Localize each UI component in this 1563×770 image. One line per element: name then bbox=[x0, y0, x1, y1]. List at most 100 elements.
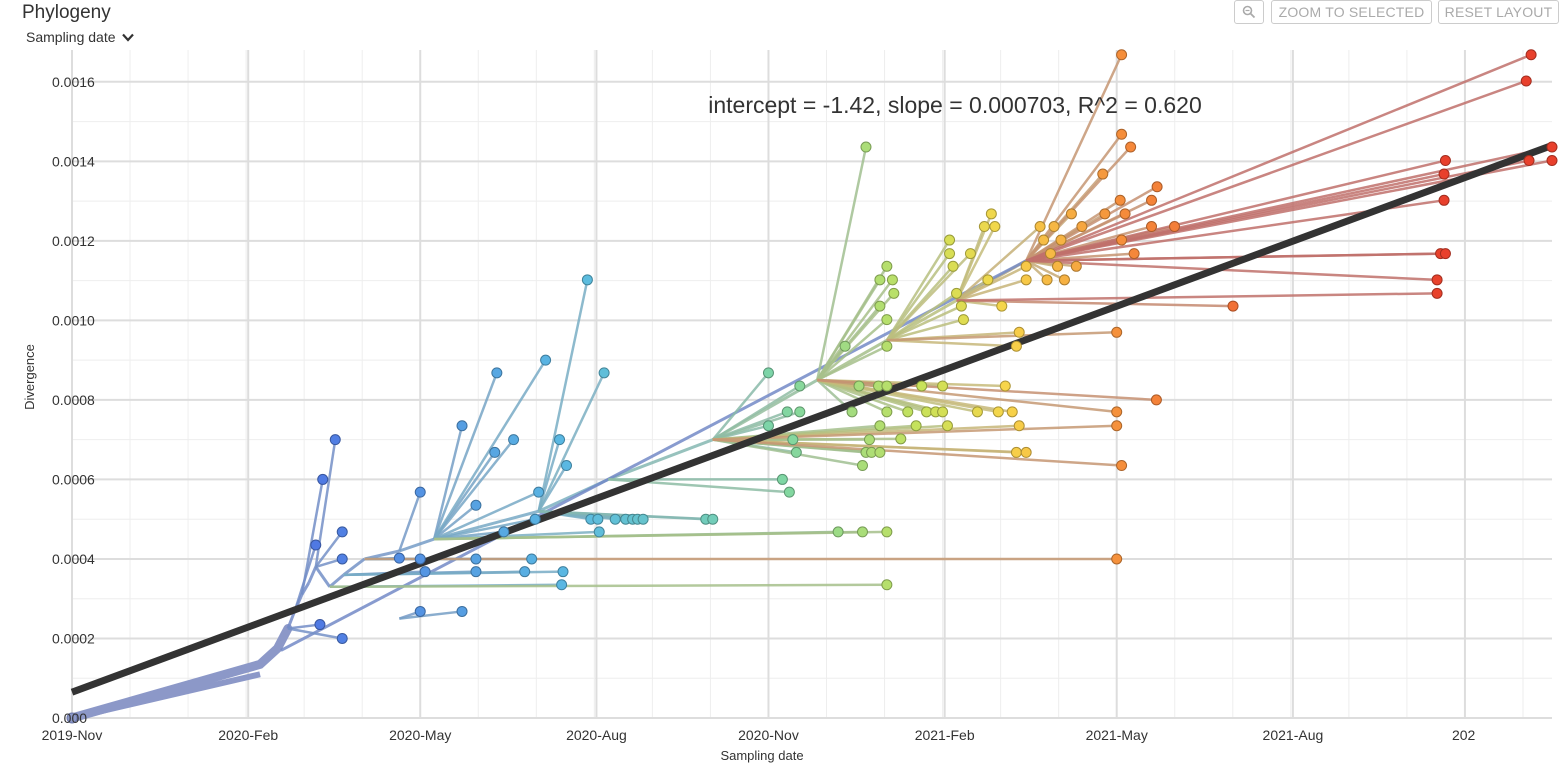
tip-point[interactable] bbox=[860, 141, 872, 153]
tip-point[interactable] bbox=[519, 566, 531, 578]
tip-point[interactable] bbox=[1523, 155, 1535, 167]
tip-point[interactable] bbox=[489, 446, 501, 458]
tip-point[interactable] bbox=[1013, 420, 1025, 432]
tip-point[interactable] bbox=[329, 434, 341, 446]
tip-point[interactable] bbox=[1439, 248, 1451, 260]
tip-point[interactable] bbox=[881, 380, 893, 392]
tip-points[interactable] bbox=[66, 49, 1558, 724]
tip-point[interactable] bbox=[787, 434, 799, 446]
tip-point[interactable] bbox=[1065, 208, 1077, 220]
tip-point[interactable] bbox=[888, 287, 900, 299]
layout-dropdown[interactable]: Sampling date bbox=[26, 29, 134, 45]
tip-point[interactable] bbox=[1006, 406, 1018, 418]
tip-point[interactable] bbox=[1045, 248, 1057, 260]
tip-point[interactable] bbox=[554, 434, 566, 446]
tip-point[interactable] bbox=[336, 526, 348, 538]
tip-point[interactable] bbox=[508, 434, 520, 446]
tip-point[interactable] bbox=[1099, 208, 1111, 220]
tip-point[interactable] bbox=[781, 406, 793, 418]
tip-point[interactable] bbox=[1111, 406, 1123, 418]
tip-point[interactable] bbox=[1151, 181, 1163, 193]
tip-point[interactable] bbox=[336, 632, 348, 644]
tip-point[interactable] bbox=[498, 526, 510, 538]
tip-point[interactable] bbox=[910, 420, 922, 432]
tip-point[interactable] bbox=[1111, 420, 1123, 432]
tip-point[interactable] bbox=[992, 406, 1004, 418]
tip-point[interactable] bbox=[592, 513, 604, 525]
tip-point[interactable] bbox=[456, 605, 468, 617]
tip-point[interactable] bbox=[957, 314, 969, 326]
tip-point[interactable] bbox=[1052, 260, 1064, 272]
tip-point[interactable] bbox=[881, 260, 893, 272]
tip-point[interactable] bbox=[336, 553, 348, 565]
tip-point[interactable] bbox=[1020, 274, 1032, 286]
tip-point[interactable] bbox=[414, 553, 426, 565]
tip-point[interactable] bbox=[491, 367, 503, 379]
tip-point[interactable] bbox=[1439, 155, 1451, 167]
tip-point[interactable] bbox=[1010, 446, 1022, 458]
tip-point[interactable] bbox=[456, 420, 468, 432]
tip-point[interactable] bbox=[881, 340, 893, 352]
tip-point[interactable] bbox=[1438, 168, 1450, 180]
tip-point[interactable] bbox=[783, 486, 795, 498]
tip-point[interactable] bbox=[1048, 221, 1060, 233]
tip-point[interactable] bbox=[964, 248, 976, 260]
tip-point[interactable] bbox=[556, 579, 568, 591]
tip-point[interactable] bbox=[314, 619, 326, 631]
tip-point[interactable] bbox=[598, 367, 610, 379]
tip-point[interactable] bbox=[881, 406, 893, 418]
tip-point[interactable] bbox=[470, 499, 482, 511]
tip-point[interactable] bbox=[1146, 221, 1158, 233]
tip-point[interactable] bbox=[1119, 208, 1131, 220]
tip-point[interactable] bbox=[881, 314, 893, 326]
tip-point[interactable] bbox=[1128, 248, 1140, 260]
tip-point[interactable] bbox=[707, 513, 719, 525]
tip-point[interactable] bbox=[609, 513, 621, 525]
reset-layout-button[interactable]: RESET LAYOUT bbox=[1438, 0, 1559, 24]
tip-point[interactable] bbox=[881, 579, 893, 591]
tip-point[interactable] bbox=[1116, 234, 1128, 246]
tip-point[interactable] bbox=[886, 274, 898, 286]
tip-point[interactable] bbox=[1111, 553, 1123, 565]
tip-point[interactable] bbox=[832, 526, 844, 538]
tip-point[interactable] bbox=[944, 248, 956, 260]
tip-point[interactable] bbox=[794, 406, 806, 418]
tip-point[interactable] bbox=[1013, 326, 1025, 338]
tip-point[interactable] bbox=[762, 420, 774, 432]
tip-point[interactable] bbox=[1520, 75, 1532, 87]
tip-point[interactable] bbox=[1111, 326, 1123, 338]
tip-point[interactable] bbox=[996, 300, 1008, 312]
tip-point[interactable] bbox=[414, 605, 426, 617]
tip-point[interactable] bbox=[999, 380, 1011, 392]
zoom-button[interactable] bbox=[1234, 0, 1264, 24]
tip-point[interactable] bbox=[1038, 234, 1050, 246]
tip-point[interactable] bbox=[1010, 340, 1022, 352]
tip-point[interactable] bbox=[1114, 194, 1126, 206]
tip-point[interactable] bbox=[776, 473, 788, 485]
tip-point[interactable] bbox=[1020, 260, 1032, 272]
tip-point[interactable] bbox=[902, 406, 914, 418]
tip-point[interactable] bbox=[863, 434, 875, 446]
tip-point[interactable] bbox=[762, 367, 774, 379]
tip-point[interactable] bbox=[1020, 446, 1032, 458]
tip-point[interactable] bbox=[1525, 49, 1537, 61]
tip-point[interactable] bbox=[921, 406, 933, 418]
tip-point[interactable] bbox=[874, 300, 886, 312]
tip-point[interactable] bbox=[1431, 274, 1443, 286]
tip-point[interactable] bbox=[846, 406, 858, 418]
tip-point[interactable] bbox=[874, 274, 886, 286]
tip-point[interactable] bbox=[1227, 300, 1239, 312]
tip-point[interactable] bbox=[937, 380, 949, 392]
tip-point[interactable] bbox=[937, 406, 949, 418]
tip-point[interactable] bbox=[941, 420, 953, 432]
tip-point[interactable] bbox=[856, 526, 868, 538]
tip-point[interactable] bbox=[317, 473, 329, 485]
tip-point[interactable] bbox=[971, 406, 983, 418]
tip-point[interactable] bbox=[1546, 155, 1558, 167]
tip-point[interactable] bbox=[1116, 460, 1128, 472]
tip-point[interactable] bbox=[540, 354, 552, 366]
tip-point[interactable] bbox=[557, 566, 569, 578]
tip-point[interactable] bbox=[895, 433, 907, 445]
tip-point[interactable] bbox=[1125, 141, 1137, 153]
